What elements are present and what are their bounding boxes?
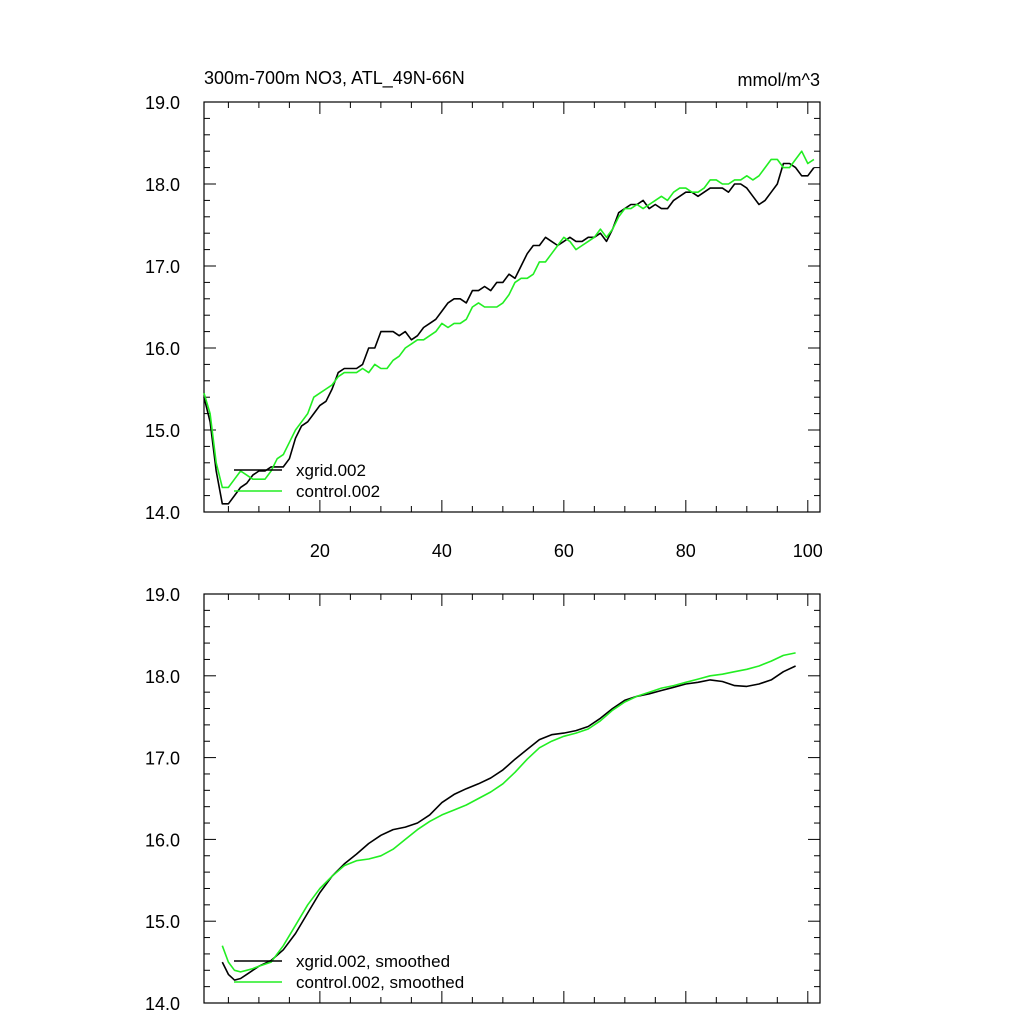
x-tick-label: 60: [554, 541, 574, 561]
chart-units: mmol/m^3: [738, 70, 820, 90]
y-tick-label: 18.0: [145, 175, 180, 195]
y-tick-label: 19.0: [145, 93, 180, 113]
series-line-xgrid: [203, 162, 815, 505]
legend-label: control.002, smoothed: [296, 973, 464, 992]
y-tick-label: 17.0: [145, 257, 180, 277]
legend-label: xgrid.002: [296, 461, 366, 480]
y-tick-label: 15.0: [145, 421, 180, 441]
x-tick-label: 80: [676, 541, 696, 561]
bottom-panel: 14.0 15.0 16.0 17.0 18.0 19.0 xgrid.002, smoot…: [145, 585, 821, 1014]
y-tick-label: 17.0: [145, 749, 180, 769]
y-tick-label: 18.0: [145, 667, 180, 687]
top-panel: 300m-700m NO3, ATL_49N-66N mmol/m^3 20 40…: [145, 68, 823, 561]
y-tick-label: 19.0: [145, 585, 180, 605]
series-line-xgrid: [221, 665, 796, 981]
y-tick-label: 15.0: [145, 912, 180, 932]
x-tick-label: 40: [432, 541, 452, 561]
legend-label: xgrid.002, smoothed: [296, 952, 450, 971]
series-line-control: [203, 150, 815, 489]
x-tick-label: 20: [310, 541, 330, 561]
x-tick-label: 100: [793, 541, 823, 561]
y-tick-label: 16.0: [145, 830, 180, 850]
chart-title: 300m-700m NO3, ATL_49N-66N: [204, 68, 465, 89]
plot-frame: [203, 593, 821, 1004]
y-tick-label: 14.0: [145, 503, 180, 523]
y-tick-label: 14.0: [145, 994, 180, 1014]
plot-frame: [203, 101, 821, 513]
y-tick-label: 16.0: [145, 339, 180, 359]
legend-label: control.002: [296, 482, 380, 501]
series-line-control: [221, 652, 796, 973]
